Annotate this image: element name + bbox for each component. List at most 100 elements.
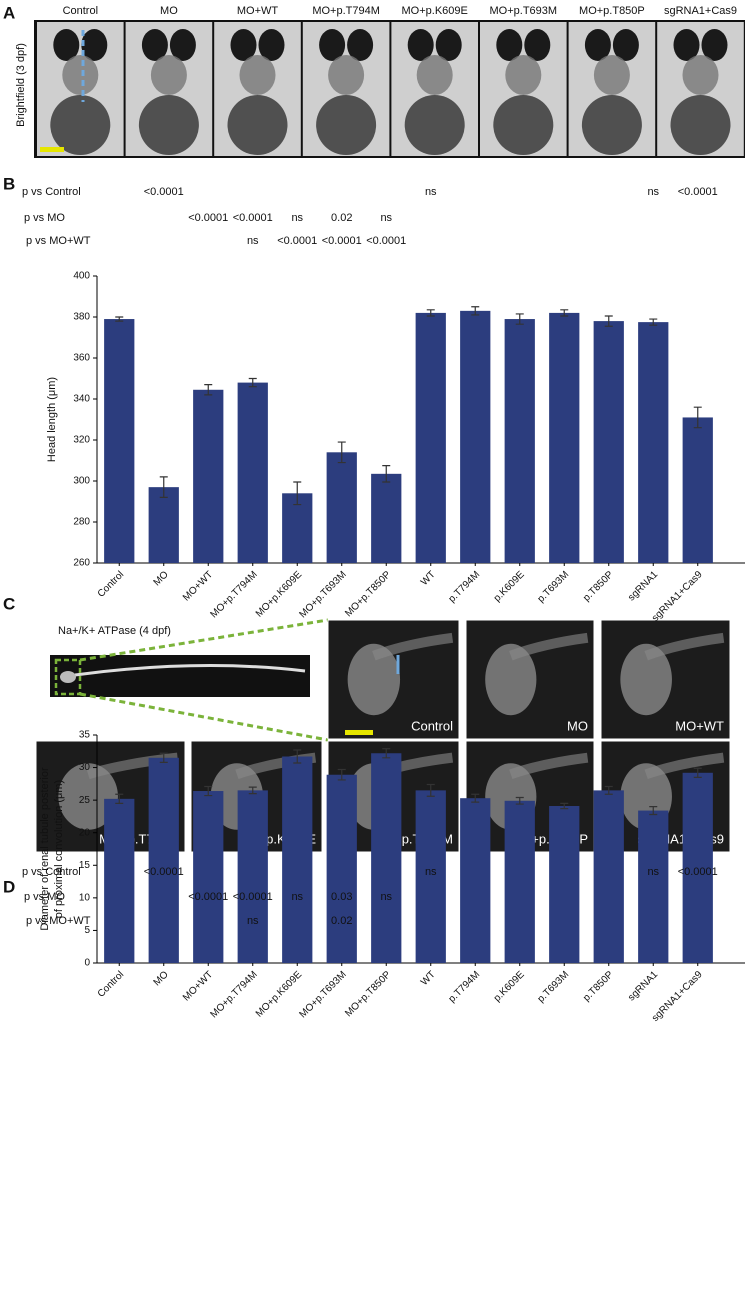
fish-head [239,55,276,95]
error-bar [604,785,613,795]
p-value: ns [247,235,259,247]
image-label: Control [63,5,98,17]
tubule-signal [347,643,401,716]
fish-eye [169,29,196,61]
tubule-signal [644,752,725,780]
x-tick-label: sgRNA1 [626,969,660,1003]
fish-head [593,55,630,95]
x-tick-label: p.K609E [492,569,527,604]
error-bar [515,796,524,805]
p-value: 0.02 [331,212,352,224]
x-tick-label: Control [96,969,127,1000]
x-tick-label: MO [152,969,171,988]
fish-yolk [493,95,554,155]
x-tick-label: WT [419,569,438,588]
y-tick-label: 15 [79,860,91,871]
image-label: MO+p.K609E [402,5,468,17]
y-axis-label: Head length (μm) [46,377,58,462]
bar [682,772,713,963]
fish-head [416,55,453,95]
p-value: <0.0001 [233,891,273,903]
tubule-signal [644,632,725,661]
image-label: MO+p.T794M [312,5,380,17]
error-bar [649,806,658,816]
x-tick-label: MO+p.T850P [343,969,393,1019]
fish-head [62,55,99,95]
fish-yolk [316,95,377,155]
fish-eye [347,29,374,61]
fish-eye [612,29,639,61]
fish-eye [407,29,434,61]
bar [193,389,224,563]
bar [282,756,313,963]
tubule-signal [58,763,118,830]
p-value: ns [647,866,659,878]
x-tick-label: WT [419,969,438,988]
bar [415,790,446,963]
x-tick-label: Control [96,569,127,600]
bar [326,452,357,563]
p-value: <0.0001 [233,212,273,224]
p-value: <0.0001 [188,891,228,903]
error-bar [159,476,168,498]
bar [148,757,179,963]
error-bar [649,318,658,326]
y-tick-label: 30 [79,762,91,773]
x-tick-label: MO+p.T850P [343,569,393,619]
bar [504,319,535,563]
image-label: MO+WT [237,5,279,17]
bar [237,790,268,963]
x-tick-label: MO+p.T794M [209,569,260,620]
p-row-label: p vs MO+WT [26,235,91,247]
fish-kidney [60,671,76,683]
y-tick-label: 5 [84,925,90,936]
tubule-signal [485,643,537,716]
bar [460,310,491,563]
fish-overview [50,655,310,697]
p-value: 0.03 [331,891,352,903]
y-tick-label: 380 [73,312,90,323]
tubule-signal [509,752,589,780]
y-axis-label: Diameter of renal tubule posterior [39,767,51,931]
x-tick-label: p.T693M [536,969,572,1005]
fish-eye [435,29,462,61]
p-value: ns [380,212,392,224]
fish-head [682,55,719,95]
fish-eye [53,29,80,61]
p-row-label: p vs Control [22,186,81,198]
x-tick-label: MO+WT [181,569,215,603]
y-tick-label: 25 [79,795,91,806]
fish-eye [319,29,346,61]
bar [460,798,491,963]
p-value: ns [247,915,259,927]
fish-head [328,55,365,95]
y-tick-label: 340 [73,394,90,405]
panel-letter: B [3,174,15,193]
y-tick-label: 10 [79,892,91,903]
bar [148,487,179,563]
error-bar [337,768,346,781]
p-value: <0.0001 [678,186,718,198]
panel-a-ylabel: Brightfield (3 dpf) [15,43,27,127]
error-bar [337,441,346,464]
error-bar [426,309,435,317]
fish-yolk [670,95,731,155]
error-bar [115,793,124,804]
bar [638,322,669,563]
y-tick-label: 320 [73,435,90,446]
fish-eye [701,29,728,61]
image-label: sgRNA1+Cas9 [664,5,737,17]
scale-bar [345,730,373,735]
zoom-line [79,618,329,662]
bar [193,791,224,963]
p-value: 0.02 [331,915,352,927]
fish-eye [673,29,700,61]
panel-c-title: Na+/K+ ATPase (4 dpf) [58,625,171,637]
x-tick-label: MO+p.T693M [298,969,349,1020]
y-tick-label: 300 [73,476,90,487]
p-value: <0.0001 [322,235,362,247]
x-tick-label: p.T693M [536,569,572,605]
p-value: ns [291,212,303,224]
image-label: MO+WT [675,718,724,733]
